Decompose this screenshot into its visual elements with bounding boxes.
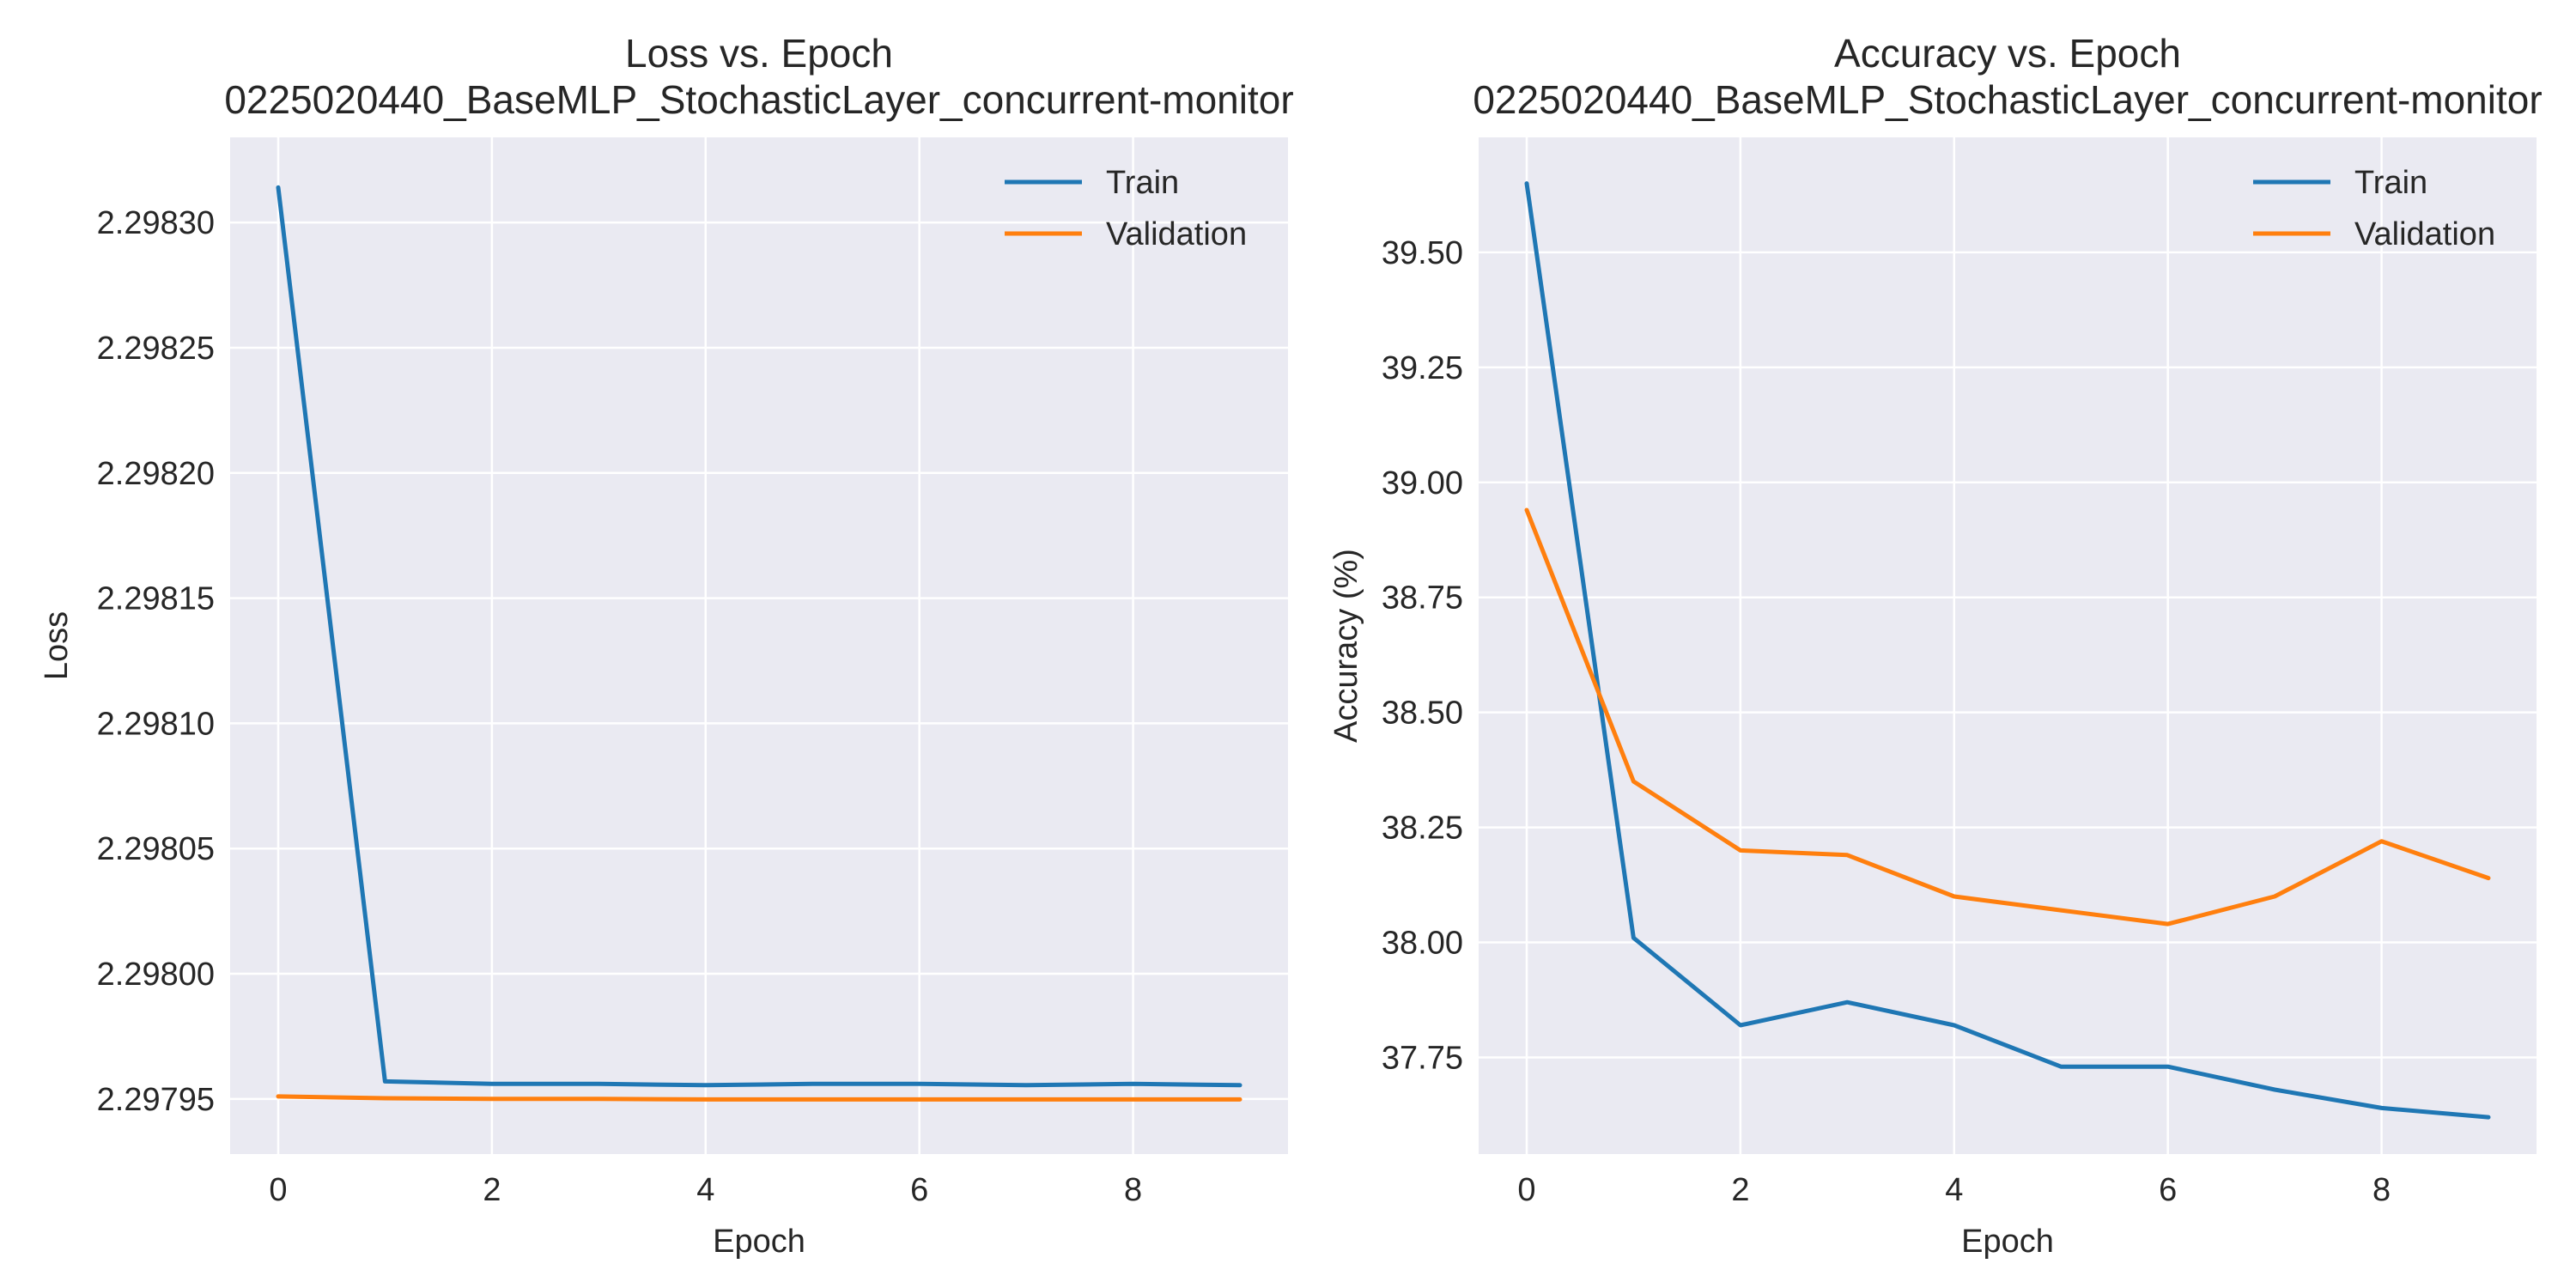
y-axis-label: Accuracy (%) [1328, 549, 1364, 743]
x-tick-label: 4 [696, 1172, 714, 1208]
y-tick-label: 2.29820 [97, 456, 215, 492]
x-tick-label: 2 [483, 1172, 501, 1208]
x-tick-label: 8 [1124, 1172, 1142, 1208]
x-tick-label: 8 [2372, 1172, 2391, 1208]
chart-title: Loss vs. Epoch 0225020440_BaseMLP_Stochas… [224, 31, 1293, 122]
y-tick-label: 2.29825 [97, 331, 215, 367]
y-tick-label: 2.29810 [97, 706, 215, 742]
series-line-validation [276, 1094, 1242, 1102]
y-tick-label: 2.29805 [97, 831, 215, 867]
legend-label: Train [1106, 165, 1179, 201]
gridlines [1479, 137, 2537, 1154]
plot-area [1479, 137, 2537, 1154]
legend: Train Validation [2253, 165, 2495, 252]
chart-title: Accuracy vs. Epoch 0225020440_BaseMLP_Sto… [1473, 31, 2542, 122]
x-axis-label: Epoch [713, 1224, 805, 1260]
x-tick-label: 0 [1517, 1172, 1535, 1208]
x-tick-label: 4 [1945, 1172, 1963, 1208]
series-line-train [276, 185, 1242, 1088]
x-tick-label: 2 [1731, 1172, 1749, 1208]
x-tick-label: 6 [2159, 1172, 2177, 1208]
series-line-validation [1524, 507, 2491, 927]
y-tick-label: 39.00 [1382, 465, 1463, 501]
y-axis-label: Loss [39, 611, 75, 680]
y-tick-label: 39.25 [1382, 350, 1463, 386]
y-tick-label: 38.00 [1382, 926, 1463, 962]
y-tick-label: 38.25 [1382, 811, 1463, 847]
y-tick-label: 2.29795 [97, 1082, 215, 1118]
y-tick-label: 39.50 [1382, 235, 1463, 271]
series-lines [276, 185, 1242, 1102]
chart-2: 0 2 4 6 8 37.75 38.00 38.25 38.50 38.75 39.00 39.25… [1328, 31, 2543, 1260]
chart-1: 0 2 4 6 8 2.29795 2.29800 2.29805 2.29810 2.29815… [39, 31, 1294, 1260]
x-axis-label: Epoch [1961, 1224, 2054, 1260]
series-lines [1524, 181, 2491, 1120]
legend-label: Validation [2354, 216, 2495, 252]
legend-label: Validation [1106, 216, 1247, 252]
y-tick-label: 38.50 [1382, 696, 1463, 732]
x-tick-label: 0 [269, 1172, 287, 1208]
y-tick-label: 2.29830 [97, 205, 215, 241]
plot-area [230, 137, 1288, 1154]
y-tick-label: 38.75 [1382, 580, 1463, 617]
y-tick-label: 2.29800 [97, 957, 215, 993]
y-tick-label: 37.75 [1382, 1040, 1463, 1076]
legend: Train Validation [1005, 165, 1247, 252]
y-tick-label: 2.29815 [97, 581, 215, 617]
series-line-train [1524, 181, 2491, 1120]
legend-label: Train [2354, 165, 2427, 201]
x-tick-label: 6 [910, 1172, 928, 1208]
